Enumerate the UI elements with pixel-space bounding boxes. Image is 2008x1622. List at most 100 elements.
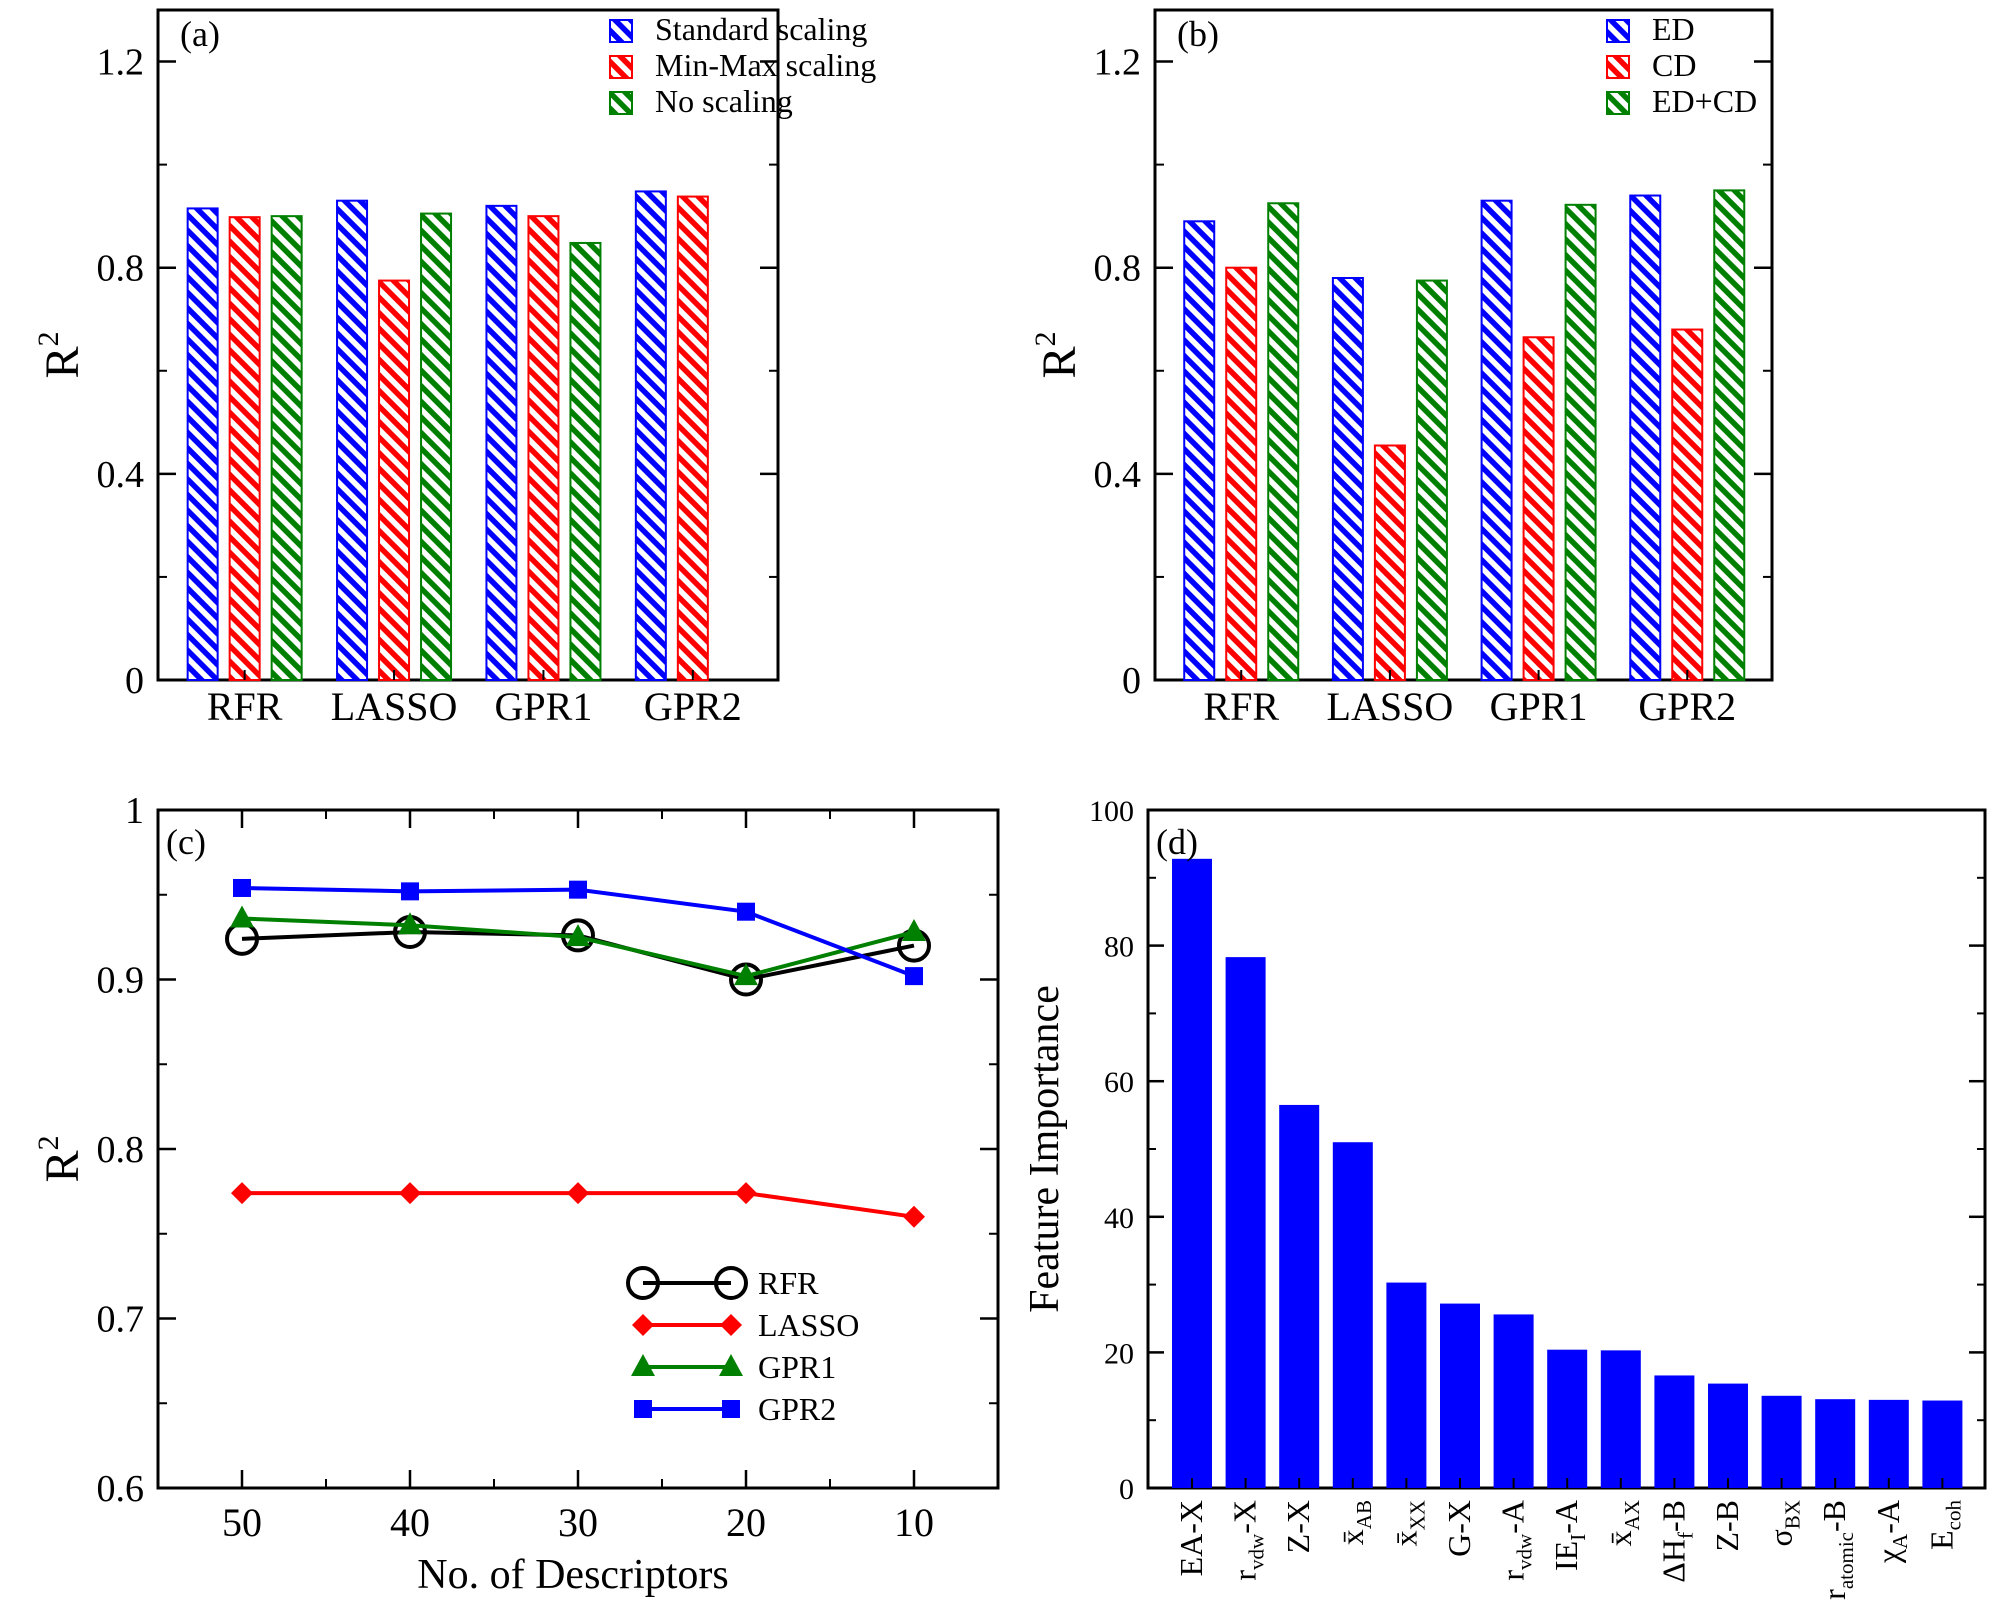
legend-swatch-no-scaling xyxy=(609,91,633,115)
y-axis-label-main: R xyxy=(36,1150,89,1182)
y-axis-label: R2 xyxy=(32,1135,89,1182)
bar-ed-cd-lasso xyxy=(1415,279,1448,681)
bar-ed-gpr2 xyxy=(1629,194,1662,682)
bar-standard-scaling-lasso xyxy=(336,199,369,681)
x-tick-label-suffix: -A xyxy=(1548,1500,1584,1534)
x-tick-label-sub: vdw xyxy=(1513,1533,1537,1570)
x-tick-label-lasso: LASSO xyxy=(1327,684,1454,729)
legend-marker-lasso xyxy=(720,1314,742,1336)
y-tick-label: 0.6 xyxy=(97,1468,145,1510)
bar-x-xx xyxy=(1386,1282,1427,1488)
x-tick-label-a-a: χA-A xyxy=(1870,1500,1912,1564)
x-tick-label-suffix: -B xyxy=(1816,1500,1852,1532)
legend-label-min-max-scaling: Min-Max scaling xyxy=(655,47,876,83)
point-gpr1-20 xyxy=(734,963,758,986)
point-lasso-20 xyxy=(735,1182,757,1205)
bar-iei-a xyxy=(1547,1349,1588,1488)
x-tick-label-bx: σBX xyxy=(1763,1500,1805,1546)
x-tick-label-suffix: -A xyxy=(1870,1500,1906,1534)
bar-cd-gpr1 xyxy=(1522,336,1555,681)
plot-frame xyxy=(156,808,1000,1490)
x-tick-label-sub: atomic xyxy=(1834,1532,1858,1589)
legend-label-ed-cd: ED+CD xyxy=(1652,83,1757,119)
bar-cd-gpr2 xyxy=(1671,328,1704,681)
legend-swatch-ed xyxy=(1606,19,1630,43)
y-tick-label: 0.9 xyxy=(97,960,145,1002)
bar-x-ab xyxy=(1332,1142,1373,1488)
x-tick-label-main: ΔH xyxy=(1655,1539,1691,1583)
x-tick-label-main: r xyxy=(1227,1570,1263,1581)
point-lasso-50 xyxy=(231,1182,253,1205)
legend-label-no-scaling: No scaling xyxy=(655,83,793,119)
x-tick-label-main: x̄ xyxy=(1387,1530,1423,1546)
bar-no-scaling-rfr xyxy=(270,215,303,681)
bar-z-x xyxy=(1279,1104,1320,1488)
x-tick-label-sub: I xyxy=(1566,1534,1590,1541)
plot-frame xyxy=(156,8,780,682)
bar-ed-cd-rfr xyxy=(1267,202,1300,681)
x-tick-label-main: x̄ xyxy=(1602,1530,1638,1546)
plot-frame xyxy=(1153,8,1774,682)
legend-marker-lasso xyxy=(632,1314,654,1336)
legend-marker-gpr1 xyxy=(719,1354,743,1376)
x-tick-label-main: x̄ xyxy=(1334,1529,1370,1545)
panel-label: (a) xyxy=(180,14,220,54)
y-axis-label: R2 xyxy=(1029,331,1086,378)
legend-marker-gpr2 xyxy=(634,1400,652,1418)
x-tick-label: 10 xyxy=(894,1500,934,1545)
x-tick-label-sub: AB xyxy=(1352,1500,1376,1529)
x-tick-label-ecoh: Ecoh xyxy=(1923,1500,1965,1550)
bar-ed-cd-gpr2 xyxy=(1713,189,1746,681)
x-tick-label-iei-a: IEI-A xyxy=(1548,1500,1590,1571)
y-tick-label: 1 xyxy=(125,790,144,832)
x-tick-label-z-b: Z-B xyxy=(1709,1500,1745,1552)
point-gpr2-50 xyxy=(233,878,251,897)
y-tick-label: 40 xyxy=(1104,1202,1134,1235)
y-axis-label-sup: 2 xyxy=(32,331,65,346)
y-tick-label: 0.8 xyxy=(97,1129,145,1171)
x-tick-label-main: σ xyxy=(1763,1529,1799,1546)
x-axis-label: No. of Descriptors xyxy=(417,1552,728,1598)
point-gpr2-20 xyxy=(737,902,755,921)
bar-cd-rfr xyxy=(1225,266,1258,681)
legend-swatch-min-max-scaling xyxy=(609,55,633,79)
bar-min-max-scaling-lasso xyxy=(378,279,411,681)
bar-no-scaling-lasso xyxy=(420,212,453,681)
bar-standard-scaling-gpr2 xyxy=(634,190,667,682)
x-tick-label-gpr2: GPR2 xyxy=(644,684,742,729)
y-tick-label: 0.4 xyxy=(97,454,145,496)
bar-ed-lasso xyxy=(1331,277,1364,681)
x-tick-label-gpr2: GPR2 xyxy=(1638,684,1736,729)
y-tick-label: 0.8 xyxy=(97,248,145,290)
bar-bx xyxy=(1761,1395,1802,1488)
bar-min-max-scaling-gpr2 xyxy=(676,195,709,681)
x-tick-label-main: G-X xyxy=(1441,1500,1477,1557)
bar-hf-b xyxy=(1654,1375,1695,1488)
x-tick-label-main: r xyxy=(1816,1589,1852,1600)
y-tick-label: 60 xyxy=(1104,1066,1134,1099)
y-tick-label: 0 xyxy=(125,660,144,702)
x-tick-label-gpr1: GPR1 xyxy=(495,684,593,729)
legend-label-gpr2: GPR2 xyxy=(758,1391,836,1427)
x-tick-label-hf-b: ΔHf-B xyxy=(1655,1500,1697,1583)
panel-label: (b) xyxy=(1177,14,1219,54)
x-tick-label: 40 xyxy=(390,1500,430,1545)
bar-rvdw-x xyxy=(1225,957,1266,1488)
legend-marker-rfr xyxy=(714,1266,748,1300)
x-tick-label-rfr: RFR xyxy=(1203,684,1279,729)
bar-ed-cd-gpr1 xyxy=(1564,203,1597,681)
x-tick-label-suffix: -B xyxy=(1655,1500,1691,1532)
bar-rvdw-a xyxy=(1493,1314,1534,1488)
bar-min-max-scaling-rfr xyxy=(228,216,261,682)
x-tick-label-main: χ xyxy=(1870,1548,1906,1564)
x-tick-label-x-ab: x̄AB xyxy=(1334,1500,1376,1545)
bar-ratomic-b xyxy=(1815,1399,1856,1488)
point-lasso-40 xyxy=(399,1182,421,1205)
bar-ea-x xyxy=(1172,858,1212,1488)
y-axis-label-sup: 2 xyxy=(32,1135,65,1150)
bar-g-x xyxy=(1440,1303,1480,1488)
legend-swatch-cd xyxy=(1606,55,1630,79)
bar-cd-lasso xyxy=(1373,444,1406,681)
